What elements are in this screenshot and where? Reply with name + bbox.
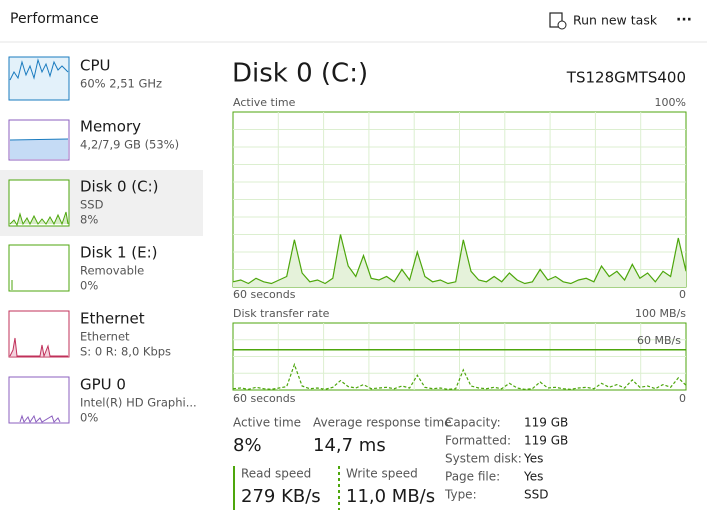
item-detail: 0% bbox=[80, 411, 98, 425]
graph-line bbox=[232, 362, 687, 390]
property-value: 119 GB bbox=[524, 434, 568, 448]
memory-thumb-fill bbox=[10, 139, 68, 159]
graph-label: Active time bbox=[233, 96, 296, 109]
header-title: Performance bbox=[10, 11, 99, 27]
stat-value: 11,0 MB/s bbox=[346, 486, 435, 507]
run-task-label[interactable]: Run new task bbox=[573, 13, 658, 28]
stat-label: Read speed bbox=[241, 467, 311, 481]
sidebar-item[interactable]: CPU 60% 2,51 GHz bbox=[80, 57, 162, 91]
stat-label: Active time bbox=[233, 416, 301, 430]
item-detail: S: 0 R: 8,0 Kbps bbox=[80, 345, 171, 359]
graph-time: 60 seconds bbox=[233, 288, 296, 301]
run-task-icon bbox=[549, 12, 563, 28]
stat-value: 279 KB/s bbox=[241, 486, 321, 507]
gpu-thumb bbox=[8, 376, 70, 424]
disk1-thumb bbox=[8, 244, 70, 292]
graph-min: 0 bbox=[679, 288, 686, 301]
property-label: System disk: bbox=[445, 452, 522, 466]
item-detail: SSD bbox=[80, 198, 104, 212]
item-detail: 4,2/7,9 GB (53%) bbox=[80, 138, 179, 152]
graph-label: Disk transfer rate bbox=[233, 307, 330, 320]
property-label: Page file: bbox=[445, 470, 500, 484]
disk-title: Disk 0 (C:) bbox=[232, 59, 368, 89]
cpu-thumb-line bbox=[9, 58, 69, 81]
item-detail: 8% bbox=[80, 213, 98, 227]
property-value: Yes bbox=[523, 470, 543, 484]
stat-label: Write speed bbox=[346, 467, 418, 481]
stat-value: 8% bbox=[233, 435, 262, 456]
property-label: Capacity: bbox=[445, 416, 501, 430]
item-name: GPU 0 bbox=[80, 376, 126, 394]
graph-max: 100% bbox=[655, 96, 686, 109]
item-name: Disk 0 (C:) bbox=[80, 178, 159, 196]
item-name: CPU bbox=[80, 57, 111, 75]
run-task-button[interactable]: Run new task bbox=[549, 12, 658, 30]
property-label: Type: bbox=[444, 488, 477, 502]
sidebar-item[interactable]: Memory 4,2/7,9 GB (53%) bbox=[80, 118, 179, 152]
item-detail: Intel(R) HD Graphi... bbox=[80, 396, 197, 410]
item-detail: Ethernet bbox=[80, 330, 130, 344]
item-name: Ethernet bbox=[80, 310, 145, 328]
property-label: Formatted: bbox=[445, 434, 511, 448]
graph-area bbox=[233, 234, 686, 287]
ethernet-thumb-line bbox=[9, 337, 68, 358]
stat-value: 14,7 ms bbox=[313, 435, 386, 456]
property-value: SSD bbox=[524, 488, 548, 502]
scale-marker-label: 60 MB/s bbox=[637, 334, 681, 347]
property-value: 119 GB bbox=[524, 416, 568, 430]
item-detail: 0% bbox=[80, 279, 98, 293]
run-task-icon-plus bbox=[557, 20, 567, 30]
thumbnails bbox=[8, 56, 70, 424]
memory-thumb-line bbox=[9, 138, 69, 141]
item-name: Disk 1 (E:) bbox=[80, 244, 158, 262]
ethernet-thumb bbox=[8, 310, 70, 358]
cpu-thumb bbox=[8, 56, 70, 101]
item-detail: Removable bbox=[80, 264, 144, 278]
gpu-thumb-line bbox=[19, 414, 61, 424]
menu-button[interactable]: ··· bbox=[676, 12, 692, 28]
disk-model: TS128GMTS400 bbox=[566, 69, 686, 87]
property-value: Yes bbox=[523, 452, 543, 466]
sidebar-item[interactable]: GPU 0 Intel(R) HD Graphi...0% bbox=[80, 376, 197, 425]
graph-line bbox=[232, 234, 687, 285]
graph-max: 100 MB/s bbox=[635, 307, 686, 320]
disk0-thumb-line bbox=[9, 211, 69, 227]
graph-time: 60 seconds bbox=[233, 392, 296, 405]
item-detail: 60% 2,51 GHz bbox=[80, 77, 162, 91]
graph-min: 0 bbox=[679, 392, 686, 405]
stat-label: Average response time bbox=[313, 416, 452, 430]
item-name: Memory bbox=[80, 118, 141, 136]
